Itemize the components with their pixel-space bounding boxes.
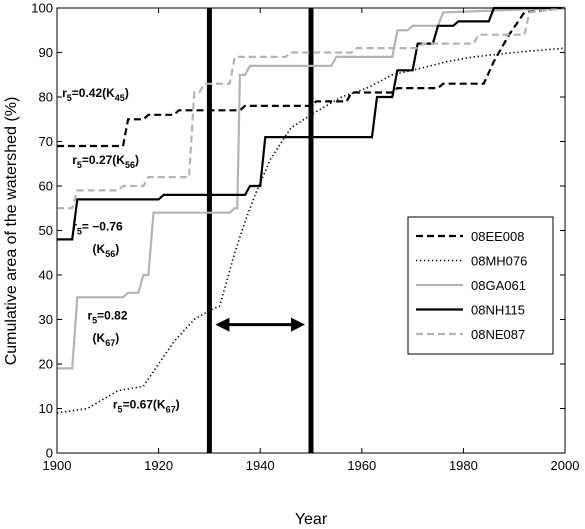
correlation-annotations: r5=0.42(K45) r5=0.27(K56) r5= −0.76 (K56) r5…	[62, 86, 180, 415]
x-tick-label: 1960	[347, 458, 376, 473]
y-tick-label: 70	[39, 134, 53, 149]
legend: 08EE008 08MH076 08GA061 08NH115 08NE087	[407, 216, 554, 355]
y-tick-label: 50	[39, 223, 53, 238]
period-arrow	[215, 317, 305, 332]
correlation-annotation: r5=0.27(K56)	[72, 153, 139, 170]
correlation-annotation: r5=0.67(K67)	[113, 398, 180, 415]
x-tick-label: 1900	[43, 458, 72, 473]
legend-label-08nh115: 08NH115	[471, 303, 525, 318]
period-lines	[206, 8, 314, 453]
series-lines	[56, 6, 566, 414]
y-tick-label: 10	[39, 401, 53, 416]
correlation-annotation: (K56)	[93, 242, 120, 259]
legend-label-08ne087: 08NE087	[471, 327, 525, 342]
x-axis-title: Year	[295, 511, 328, 528]
x-tick-label: 1920	[144, 458, 173, 473]
y-tick-label: 20	[39, 357, 53, 372]
legend-label-08ga061: 08GA061	[471, 278, 526, 293]
y-axis-title: Cumulative area of the watershed (%)	[3, 97, 20, 366]
y-tick-label: 40	[39, 268, 53, 283]
series-line-08ee008	[57, 6, 566, 148]
legend-label-08mh076: 08MH076	[471, 254, 527, 269]
x-tick-label: 1980	[449, 458, 478, 473]
correlation-annotation: r5=0.82	[87, 309, 127, 326]
x-tick-label: 1940	[246, 458, 275, 473]
y-tick-label: 0	[46, 446, 53, 461]
correlation-annotation: r5=0.42(K45)	[62, 86, 129, 103]
y-tick-label: 30	[39, 312, 53, 327]
y-tick-label: 100	[31, 1, 53, 16]
axis-ticks	[56, 7, 566, 454]
y-tick-label: 60	[39, 179, 53, 194]
axis-tick-labels: 1900 1920 1940 1960 1980 2000 0 10 20 30 40 50 60 70 8…	[31, 1, 579, 474]
y-tick-label: 80	[39, 90, 53, 105]
x-tick-label: 2000	[551, 458, 580, 473]
legend-label-08ee008: 08EE008	[471, 229, 525, 244]
series-line-08ga061	[57, 6, 566, 370]
series-line-08ne087	[57, 6, 566, 210]
period-arrow-left-head	[215, 317, 230, 332]
period-arrow-right-head	[291, 317, 305, 332]
y-tick-label: 90	[39, 45, 53, 60]
correlation-annotation: r5= −0.76	[72, 220, 123, 237]
correlation-annotation: (K67)	[93, 331, 120, 348]
series-line-08nh115	[57, 6, 565, 241]
